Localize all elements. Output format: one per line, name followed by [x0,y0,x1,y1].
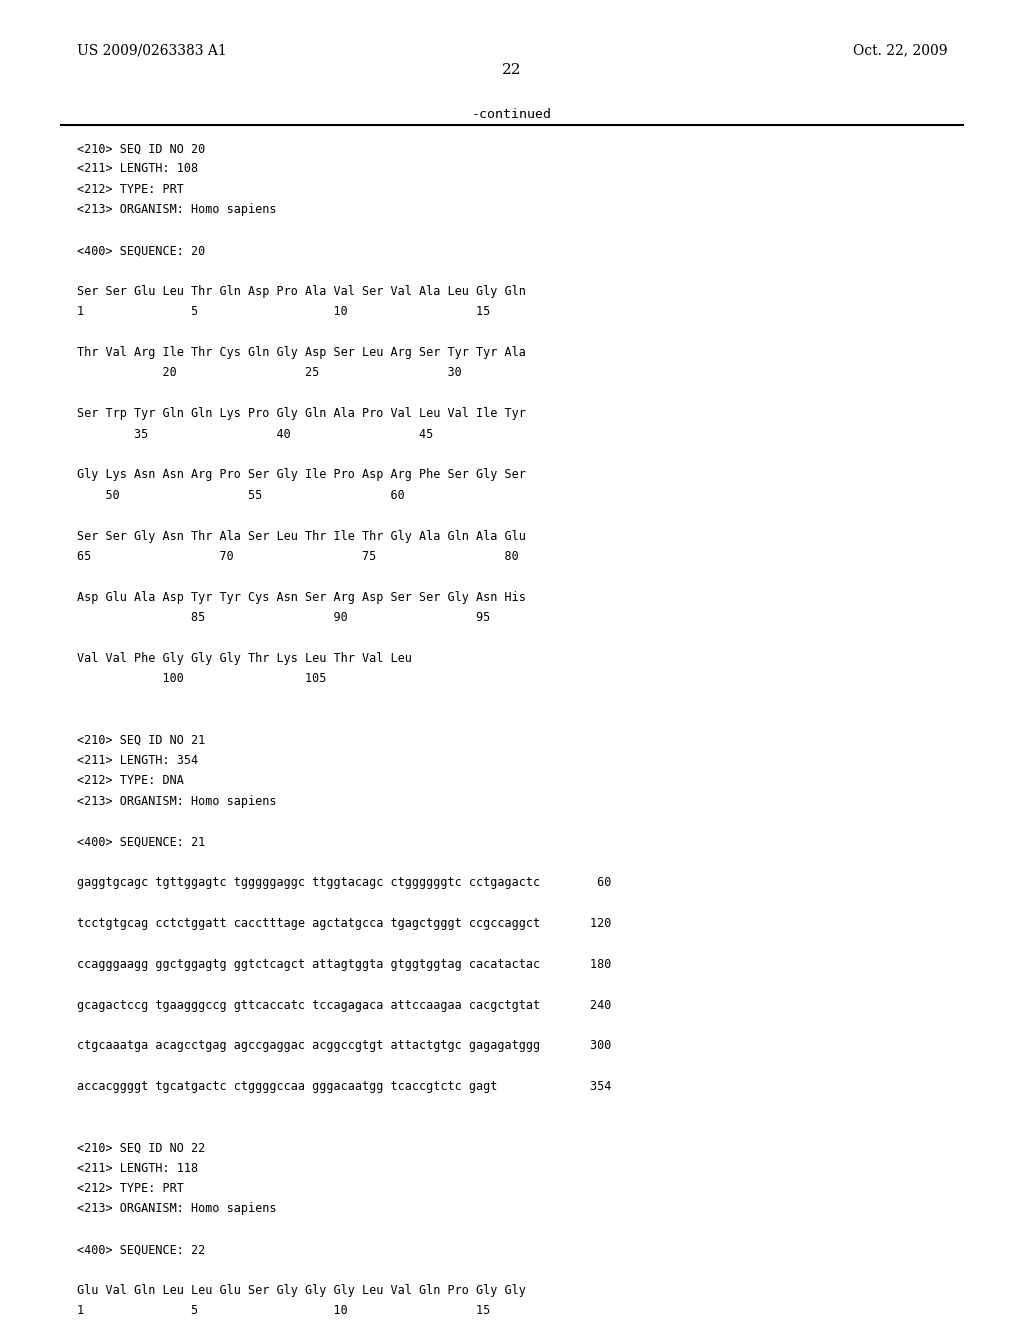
Text: <213> ORGANISM: Homo sapiens: <213> ORGANISM: Homo sapiens [77,795,276,808]
Text: ctgcaaatga acagcctgag agccgaggac acggccgtgt attactgtgc gagagatggg       300: ctgcaaatga acagcctgag agccgaggac acggccg… [77,1039,611,1052]
Text: <211> LENGTH: 118: <211> LENGTH: 118 [77,1162,198,1175]
Text: Val Val Phe Gly Gly Gly Thr Lys Leu Thr Val Leu: Val Val Phe Gly Gly Gly Thr Lys Leu Thr … [77,652,412,665]
Text: tcctgtgcag cctctggatt cacctttage agctatgcca tgagctgggt ccgccaggct       120: tcctgtgcag cctctggatt cacctttage agctatg… [77,917,611,931]
Text: <210> SEQ ID NO 20: <210> SEQ ID NO 20 [77,143,205,154]
Text: US 2009/0263383 A1: US 2009/0263383 A1 [77,44,226,57]
Text: <213> ORGANISM: Homo sapiens: <213> ORGANISM: Homo sapiens [77,1203,276,1216]
Text: 35                  40                  45: 35 40 45 [77,428,433,441]
Text: <212> TYPE: DNA: <212> TYPE: DNA [77,775,183,787]
Text: Oct. 22, 2009: Oct. 22, 2009 [853,44,947,57]
Text: Gly Lys Asn Asn Arg Pro Ser Gly Ile Pro Asp Arg Phe Ser Gly Ser: Gly Lys Asn Asn Arg Pro Ser Gly Ile Pro … [77,469,525,482]
Text: <210> SEQ ID NO 22: <210> SEQ ID NO 22 [77,1142,205,1154]
Text: ccagggaagg ggctggagtg ggtctcagct attagtggta gtggtggtag cacatactac       180: ccagggaagg ggctggagtg ggtctcagct attagtg… [77,958,611,970]
Text: <212> TYPE: PRT: <212> TYPE: PRT [77,183,183,195]
Text: 65                  70                  75                  80: 65 70 75 80 [77,550,518,562]
Text: Thr Val Arg Ile Thr Cys Gln Gly Asp Ser Leu Arg Ser Tyr Tyr Ala: Thr Val Arg Ile Thr Cys Gln Gly Asp Ser … [77,346,525,359]
Text: <211> LENGTH: 108: <211> LENGTH: 108 [77,162,198,176]
Text: 20                  25                  30: 20 25 30 [77,367,462,379]
Text: <211> LENGTH: 354: <211> LENGTH: 354 [77,754,198,767]
Text: <400> SEQUENCE: 22: <400> SEQUENCE: 22 [77,1243,205,1257]
Text: <400> SEQUENCE: 21: <400> SEQUENCE: 21 [77,836,205,849]
Text: 85                  90                  95: 85 90 95 [77,611,490,624]
Text: <213> ORGANISM: Homo sapiens: <213> ORGANISM: Homo sapiens [77,203,276,216]
Text: accacggggt tgcatgactc ctggggccaa gggacaatgg tcaccgtctc gagt             354: accacggggt tgcatgactc ctggggccaa gggacaa… [77,1080,611,1093]
Text: -continued: -continued [472,108,552,121]
Text: Ser Trp Tyr Gln Gln Lys Pro Gly Gln Ala Pro Val Leu Val Ile Tyr: Ser Trp Tyr Gln Gln Lys Pro Gly Gln Ala … [77,407,525,420]
Text: 1               5                   10                  15: 1 5 10 15 [77,1304,490,1317]
Text: <210> SEQ ID NO 21: <210> SEQ ID NO 21 [77,734,205,747]
Text: <212> TYPE: PRT: <212> TYPE: PRT [77,1183,183,1195]
Text: 1               5                   10                  15: 1 5 10 15 [77,305,490,318]
Text: gcagactccg tgaagggccg gttcaccatc tccagagaca attccaagaa cacgctgtat       240: gcagactccg tgaagggccg gttcaccatc tccagag… [77,998,611,1011]
Text: 50                  55                  60: 50 55 60 [77,488,404,502]
Text: 100                 105: 100 105 [77,672,327,685]
Text: 22: 22 [502,63,522,77]
Text: Ser Ser Glu Leu Thr Gln Asp Pro Ala Val Ser Val Ala Leu Gly Gln: Ser Ser Glu Leu Thr Gln Asp Pro Ala Val … [77,285,525,298]
Text: <400> SEQUENCE: 20: <400> SEQUENCE: 20 [77,244,205,257]
Text: gaggtgcagc tgttggagtc tgggggaggc ttggtacagc ctggggggtc cctgagactc        60: gaggtgcagc tgttggagtc tgggggaggc ttggtac… [77,876,611,890]
Text: Asp Glu Ala Asp Tyr Tyr Cys Asn Ser Arg Asp Ser Ser Gly Asn His: Asp Glu Ala Asp Tyr Tyr Cys Asn Ser Arg … [77,591,525,603]
Text: Glu Val Gln Leu Leu Glu Ser Gly Gly Gly Leu Val Gln Pro Gly Gly: Glu Val Gln Leu Leu Glu Ser Gly Gly Gly … [77,1284,525,1298]
Text: Ser Ser Gly Asn Thr Ala Ser Leu Thr Ile Thr Gly Ala Gln Ala Glu: Ser Ser Gly Asn Thr Ala Ser Leu Thr Ile … [77,529,525,543]
